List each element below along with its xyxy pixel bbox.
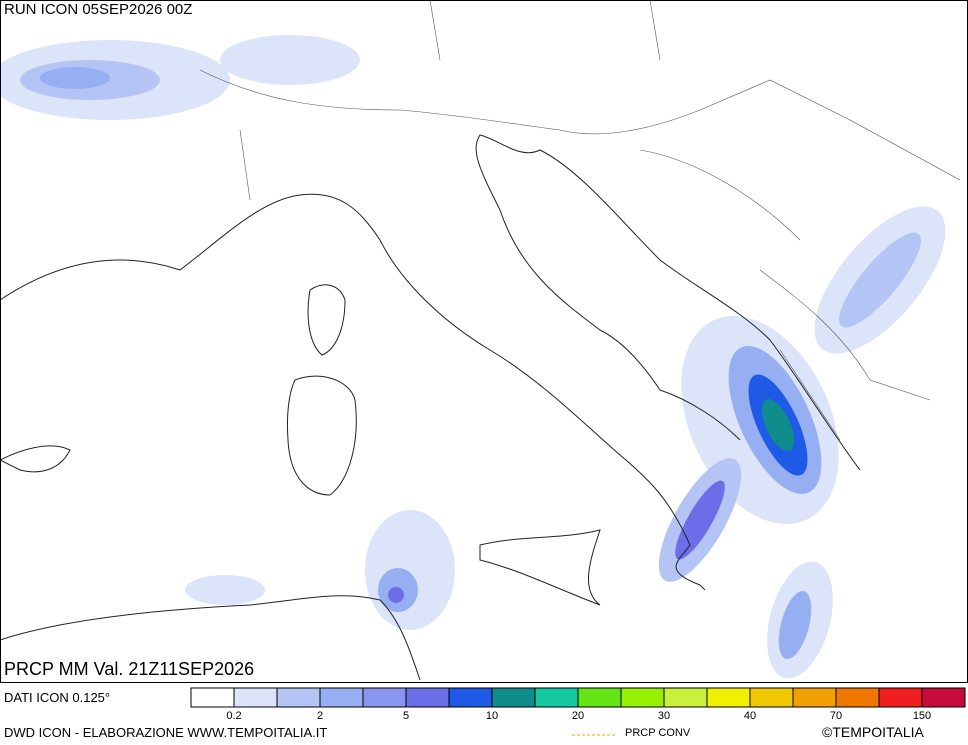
legend-swatch: [534, 687, 579, 708]
legend-swatch: [276, 687, 321, 708]
field-label: PRCP MM Val. 21Z11SEP2026: [4, 659, 254, 679]
precipitation: [0, 35, 946, 679]
legend-swatch: [362, 687, 407, 708]
legend-swatch: [706, 687, 751, 708]
color-legend: 0.2 2 5 10 20 30 40 70 150: [190, 687, 966, 722]
legend-label: 40: [744, 710, 756, 722]
legend-swatch: [491, 687, 536, 708]
copyright: ©TEMPOITALIA: [822, 724, 925, 740]
legend-label: 20: [572, 710, 584, 722]
legend-swatch: [921, 687, 966, 708]
legend-label: 30: [658, 710, 670, 722]
legend-label: 5: [403, 710, 409, 722]
credit: DWD ICON - ELABORAZIONE WWW.TEMPOITALIA.…: [4, 725, 327, 740]
legend-label: 0.2: [226, 710, 241, 722]
legend-label: 2: [317, 710, 323, 722]
coastlines: [0, 134, 861, 681]
legend-swatch: [878, 687, 923, 708]
legend-label: 10: [486, 710, 498, 722]
run-label: RUN ICON 05SEP2026 00Z: [4, 1, 192, 18]
legend-swatch: [835, 687, 880, 708]
legend-swatch: [448, 687, 493, 708]
borders: [199, 0, 961, 441]
legend-swatch: [749, 687, 794, 708]
legend-swatch: [405, 687, 450, 708]
legend-label: 150: [913, 710, 931, 722]
legend-swatch: [792, 687, 837, 708]
legend-swatch: [233, 687, 278, 708]
legend-swatch: [319, 687, 364, 708]
legend-swatch: [577, 687, 622, 708]
legend-label: 70: [830, 710, 842, 722]
source-label: DATI ICON 0.125°: [4, 690, 110, 705]
legend-swatch: [663, 687, 708, 708]
legend-swatch: [190, 687, 235, 708]
legend-swatch: [620, 687, 665, 708]
conv-label: PRCP CONV: [625, 727, 691, 739]
